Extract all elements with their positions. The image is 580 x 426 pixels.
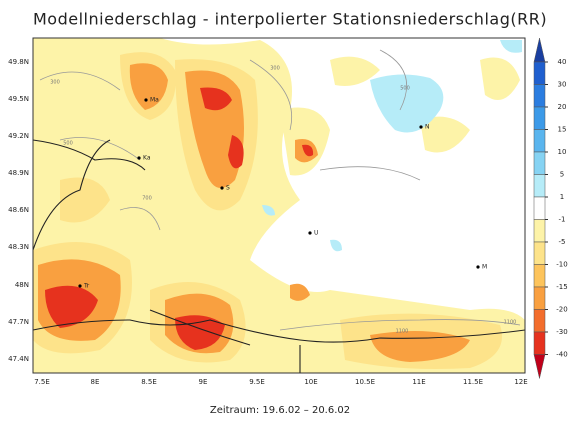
- colorbar-segment: [533, 174, 546, 198]
- colorbar-segment: [533, 219, 546, 243]
- colorbar-segment: [533, 286, 546, 310]
- colorbar-arrow: [533, 354, 546, 379]
- colorbar-segment: [533, 331, 546, 355]
- lat-tick-label: 48N: [15, 281, 29, 289]
- colorbar-segment: [533, 106, 546, 130]
- city-marker: [144, 98, 148, 102]
- contour-label: 700: [142, 196, 152, 202]
- colorbar-label: 15: [558, 126, 567, 134]
- colorbar-segment: [533, 129, 546, 153]
- colorbar-label: -5: [559, 238, 566, 246]
- city-label: M: [482, 264, 487, 271]
- title: Modellniederschlag - interpolierter Stat…: [33, 10, 547, 29]
- lon-tick-label: 11E: [412, 378, 425, 386]
- lon-tick-label: 9E: [199, 378, 208, 386]
- city-label: S: [226, 185, 230, 192]
- colorbar-label: -30: [556, 328, 567, 336]
- contour-label: 1100: [396, 329, 409, 335]
- map: [32, 37, 526, 374]
- city-marker: [308, 231, 312, 235]
- lon-tick-label: 8.5E: [141, 378, 157, 386]
- city-label: N: [425, 124, 430, 131]
- contour-line: [39, 49, 521, 331]
- contour-label: 300: [50, 80, 60, 86]
- lat-tick-label: 49.2N: [8, 132, 29, 140]
- colorbar-label: 20: [558, 103, 567, 111]
- colorbar-label: -40: [556, 351, 567, 359]
- colorbar-label: -1: [559, 216, 566, 224]
- lat-tick-label: 48.6N: [8, 206, 29, 214]
- city-marker: [419, 125, 423, 129]
- city-marker: [476, 265, 480, 269]
- lon-tick-label: 10.5E: [355, 378, 375, 386]
- city-label: Ka: [143, 155, 151, 162]
- lat-tick-label: 48.3N: [8, 243, 29, 251]
- colorbar-segment: [533, 264, 546, 288]
- city-marker: [220, 186, 224, 190]
- colorbar-label: -20: [556, 306, 567, 314]
- lon-tick-label: 10E: [304, 378, 317, 386]
- city-label: U: [314, 230, 318, 237]
- city-marker: [137, 156, 141, 160]
- lat-tick-label: 47.4N: [8, 355, 29, 363]
- lon-tick-label: 9.5E: [249, 378, 265, 386]
- city-label: Ma: [150, 97, 159, 104]
- colorbar-arrow: [533, 37, 546, 63]
- contour-label: 500: [400, 86, 410, 92]
- border-line: [32, 139, 526, 373]
- colorbar-label: 1: [560, 193, 564, 201]
- contour-label: 300: [270, 66, 280, 72]
- lat-tick-label: 49.5N: [8, 95, 29, 103]
- colorbar-segment: [533, 61, 546, 85]
- precip-area: [262, 40, 522, 252]
- colorbar-segment: [533, 84, 546, 108]
- colorbar-label: 5: [560, 171, 564, 179]
- colorbar-segment: [533, 196, 546, 220]
- contour-label: 500: [63, 141, 73, 147]
- city-label: Tr: [83, 283, 90, 290]
- colorbar-label: -15: [556, 283, 567, 291]
- colorbar-label: 10: [558, 148, 567, 156]
- map-frame: [32, 37, 526, 374]
- lon-tick-label: 8E: [91, 378, 100, 386]
- colorbar-label: 30: [558, 81, 567, 89]
- colorbar-label: -10: [556, 261, 567, 269]
- lon-tick-label: 11.5E: [463, 378, 483, 386]
- colorbar-segment: [533, 241, 546, 265]
- contour-label: 1100: [504, 320, 517, 326]
- city-marker: [78, 284, 82, 288]
- precip-area: [280, 56, 520, 176]
- lat-tick-label: 48.9N: [8, 169, 29, 177]
- colorbar-label: 40: [558, 58, 567, 66]
- precip-area: [38, 63, 470, 363]
- colorbar-segment: [533, 309, 546, 333]
- lon-tick-label: 7.5E: [34, 378, 50, 386]
- footer: Zeitraum: 19.6.02 – 20.6.02: [210, 405, 350, 416]
- colorbar-segment: [533, 151, 546, 175]
- lon-tick-label: 12E: [514, 378, 527, 386]
- lat-tick-label: 47.7N: [8, 318, 29, 326]
- lat-tick-label: 49.8N: [8, 58, 29, 66]
